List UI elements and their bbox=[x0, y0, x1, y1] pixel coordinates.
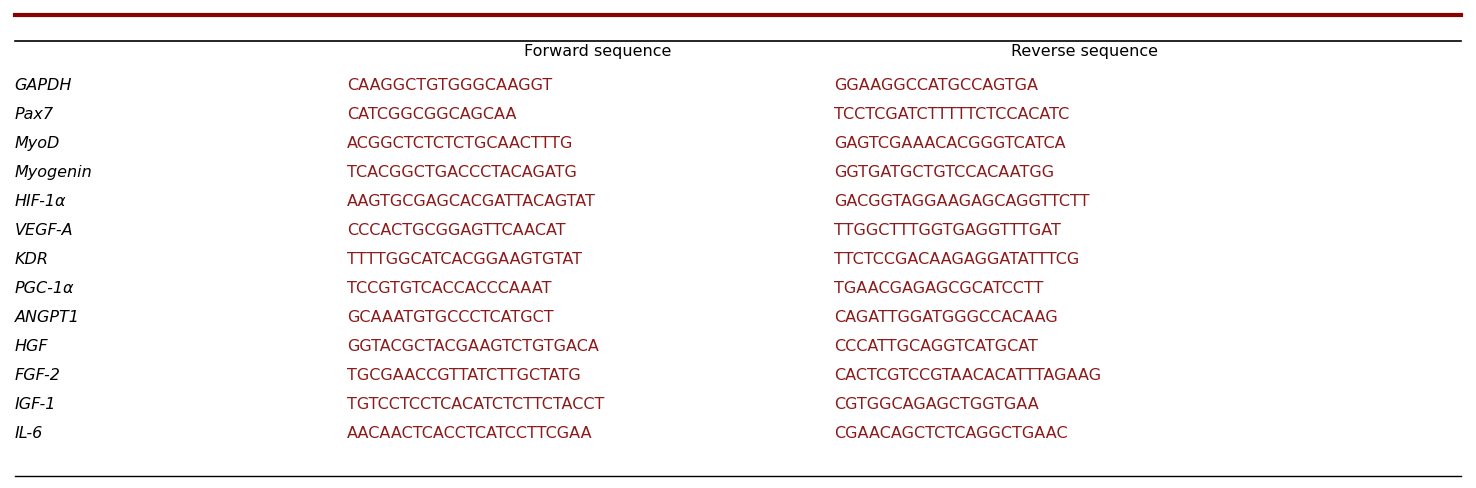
Text: CATCGGCGGCAGCAA: CATCGGCGGCAGCAA bbox=[347, 107, 517, 122]
Text: CGTGGCAGAGCTGGTGAA: CGTGGCAGAGCTGGTGAA bbox=[834, 397, 1039, 412]
Text: Myogenin: Myogenin bbox=[15, 165, 93, 180]
Text: GGAAGGCCATGCCAGTGA: GGAAGGCCATGCCAGTGA bbox=[834, 78, 1038, 93]
Text: ANGPT1: ANGPT1 bbox=[15, 310, 80, 325]
Text: GGTACGCTACGAAGTCTGTGACA: GGTACGCTACGAAGTCTGTGACA bbox=[347, 339, 599, 354]
Text: TCCTCGATCTTTTTCTCCACATC: TCCTCGATCTTTTTCTCCACATC bbox=[834, 107, 1069, 122]
Text: TCCGTGTCACCACCCAAAT: TCCGTGTCACCACCCAAAT bbox=[347, 281, 552, 296]
Text: GAPDH: GAPDH bbox=[15, 78, 72, 93]
Text: PGC-1α: PGC-1α bbox=[15, 281, 74, 296]
Text: GACGGTAGGAAGAGCAGGTTCTT: GACGGTAGGAAGAGCAGGTTCTT bbox=[834, 194, 1089, 209]
Text: AACAACTCACCTCATCCTTCGAA: AACAACTCACCTCATCCTTCGAA bbox=[347, 427, 592, 441]
Text: CAGATTGGATGGGCCACAAG: CAGATTGGATGGGCCACAAG bbox=[834, 310, 1058, 325]
Text: GCAAATGTGCCCTCATGCT: GCAAATGTGCCCTCATGCT bbox=[347, 310, 554, 325]
Text: GGTGATGCTGTCCACAATGG: GGTGATGCTGTCCACAATGG bbox=[834, 165, 1054, 180]
Text: Forward sequence: Forward sequence bbox=[524, 44, 672, 59]
Text: AAGTGCGAGCACGATTACAGTAT: AAGTGCGAGCACGATTACAGTAT bbox=[347, 194, 596, 209]
Text: VEGF-A: VEGF-A bbox=[15, 223, 74, 238]
Text: IGF-1: IGF-1 bbox=[15, 397, 56, 412]
Text: TGCGAACCGTTATCTTGCTATG: TGCGAACCGTTATCTTGCTATG bbox=[347, 368, 580, 383]
Text: TCACGGCTGACCCTACAGATG: TCACGGCTGACCCTACAGATG bbox=[347, 165, 577, 180]
Text: CCCACTGCGGAGTTCAACAT: CCCACTGCGGAGTTCAACAT bbox=[347, 223, 565, 238]
Text: FGF-2: FGF-2 bbox=[15, 368, 61, 383]
Text: TTCTCCGACAAGAGGATATTTCG: TTCTCCGACAAGAGGATATTTCG bbox=[834, 252, 1079, 267]
Text: Pax7: Pax7 bbox=[15, 107, 53, 122]
Text: CACTCGTCCGTAACACATTTAGAAG: CACTCGTCCGTAACACATTTAGAAG bbox=[834, 368, 1101, 383]
Text: CAAGGCTGTGGGCAAGGT: CAAGGCTGTGGGCAAGGT bbox=[347, 78, 552, 93]
Text: HGF: HGF bbox=[15, 339, 49, 354]
Text: IL-6: IL-6 bbox=[15, 427, 43, 441]
Text: ACGGCTCTCTCTGCAACTTTG: ACGGCTCTCTCTGCAACTTTG bbox=[347, 136, 573, 151]
Text: HIF-1α: HIF-1α bbox=[15, 194, 66, 209]
Text: Reverse sequence: Reverse sequence bbox=[1011, 44, 1159, 59]
Text: TTGGCTTTGGTGAGGTTTGAT: TTGGCTTTGGTGAGGTTTGAT bbox=[834, 223, 1061, 238]
Text: GAGTCGAAACACGGGTCATCA: GAGTCGAAACACGGGTCATCA bbox=[834, 136, 1066, 151]
Text: TGAACGAGAGCGCATCCTT: TGAACGAGAGCGCATCCTT bbox=[834, 281, 1044, 296]
Text: CCCATTGCAGGTCATGCAT: CCCATTGCAGGTCATGCAT bbox=[834, 339, 1038, 354]
Text: TGTCCTCCTCACATCTCTTCTACCT: TGTCCTCCTCACATCTCTTCTACCT bbox=[347, 397, 604, 412]
Text: KDR: KDR bbox=[15, 252, 49, 267]
Text: MyoD: MyoD bbox=[15, 136, 61, 151]
Text: CGAACAGCTCTCAGGCTGAAC: CGAACAGCTCTCAGGCTGAAC bbox=[834, 427, 1067, 441]
Text: TTTTGGCATCACGGAAGTGTAT: TTTTGGCATCACGGAAGTGTAT bbox=[347, 252, 582, 267]
